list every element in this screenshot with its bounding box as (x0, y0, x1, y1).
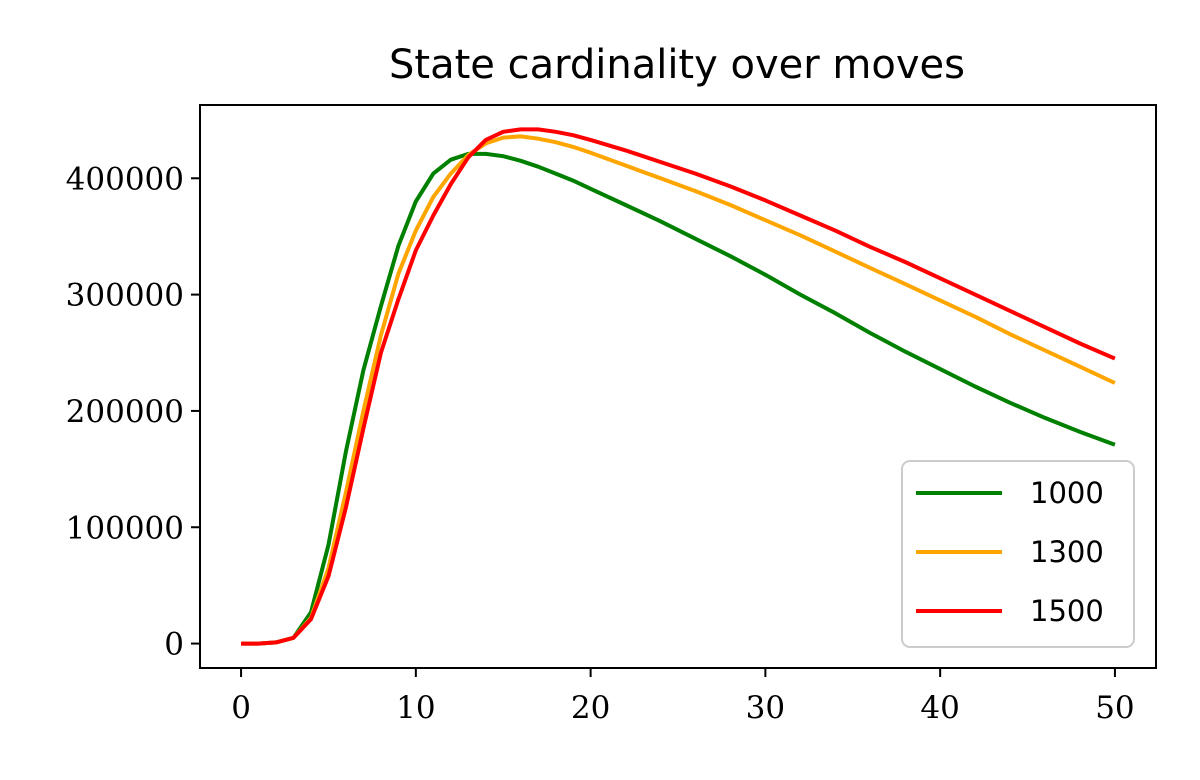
y-tick-label: 0 (164, 627, 184, 663)
series-line-1000 (241, 151, 1116, 646)
series-layer (241, 127, 1116, 646)
series-line-1300 (241, 134, 1116, 646)
x-tick-label: 10 (396, 690, 435, 726)
legend-label: 1300 (1030, 535, 1104, 569)
y-axis: 0 100000 200000 300000 400000 (66, 161, 200, 663)
x-tick-label: 0 (231, 690, 251, 726)
x-axis: 0 10 20 30 40 50 (231, 668, 1135, 726)
y-tick-label: 200000 (66, 394, 184, 430)
plot-border (199, 104, 1157, 669)
chart-title: State cardinality over moves (389, 42, 965, 88)
legend-items: 1000 1300 1500 (916, 476, 1104, 628)
y-tick-label: 400000 (66, 161, 184, 197)
x-tick-label: 30 (746, 690, 785, 726)
x-tick-label: 40 (920, 690, 959, 726)
y-tick-label: 300000 (66, 278, 184, 314)
legend-label: 1500 (1030, 594, 1104, 628)
legend-box (901, 460, 1135, 648)
x-tick-label: 20 (571, 690, 610, 726)
series-line-1500 (241, 127, 1116, 646)
legend-label: 1000 (1030, 476, 1104, 510)
x-tick-label: 50 (1095, 690, 1134, 726)
legend: 1000 1300 1500 (901, 460, 1135, 648)
y-tick-label: 100000 (66, 510, 184, 546)
